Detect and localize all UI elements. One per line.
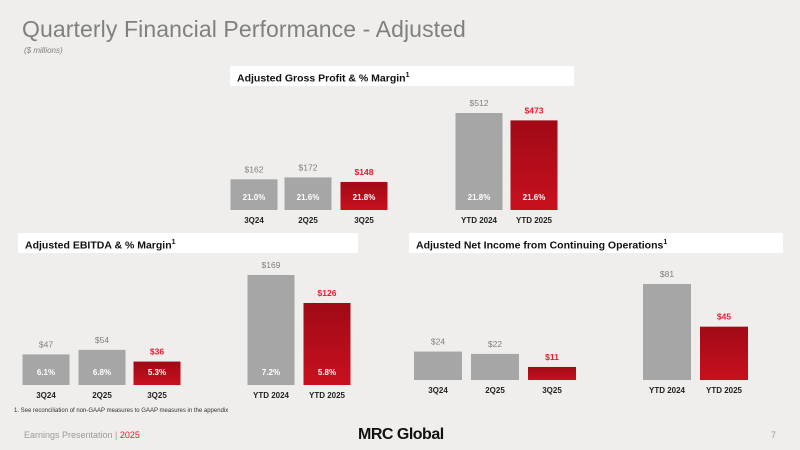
gross-profit-bar-1 (284, 177, 332, 210)
footer-year: 2025 (119, 430, 140, 440)
gross-profit-category-label-4: YTD 2025 (516, 216, 553, 225)
gross-profit-value-label-2: $148 (355, 167, 374, 177)
net-income-category-label-4: YTD 2025 (706, 386, 743, 395)
ebitda-category-label-1: 2Q25 (92, 391, 112, 400)
ebitda-margin-label-2: 5.3% (148, 368, 166, 377)
ebitda-category-label-4: YTD 2025 (309, 391, 346, 400)
net-income-category-label-0: 3Q24 (428, 386, 448, 395)
ebitda-bar-2 (133, 361, 181, 385)
gross-profit-value-label-3: $512 (470, 98, 489, 108)
gross-profit-margin-label-2: 21.8% (353, 193, 376, 202)
gross-profit-category-label-2: 3Q25 (354, 216, 374, 225)
ebitda-bar-0 (22, 354, 70, 385)
gross-profit-bar-0 (230, 179, 278, 210)
gross-profit-value-label-1: $172 (299, 162, 318, 172)
gross-profit-margin-label-0: 21.0% (243, 193, 266, 202)
ebitda-title-text: Adjusted EBITDA & % Margin (25, 239, 172, 252)
gross-profit-bar-4 (510, 120, 558, 210)
gross-profit-value-label-4: $473 (525, 105, 544, 115)
net-income-category-label-3: YTD 2024 (649, 386, 686, 395)
ebitda-margin-label-1: 6.8% (93, 368, 111, 377)
units-subtitle: ($ millions) (24, 46, 63, 55)
ebitda-title-sup: 1 (171, 239, 176, 246)
net-income-value-label-4: $45 (717, 312, 731, 322)
ebitda-bar-1 (78, 349, 126, 385)
ebitda-margin-label-3: 7.2% (262, 368, 280, 377)
gross-profit-bar-2 (340, 181, 388, 210)
net-income-bar-0 (414, 351, 462, 380)
gross-profit-title-text: Adjusted Gross Profit & % Margin (237, 72, 406, 85)
net-income-bar-3 (643, 284, 691, 380)
net-income-category-label-1: 2Q25 (485, 386, 505, 395)
gross-profit-category-label-0: 3Q24 (244, 216, 264, 225)
ebitda-value-label-3: $169 (262, 260, 281, 270)
gross-profit-margin-label-1: 21.6% (297, 193, 320, 202)
ebitda-category-label-3: YTD 2024 (253, 391, 290, 400)
gross-profit-category-label-3: YTD 2024 (461, 216, 498, 225)
ebitda-value-label-2: $36 (150, 347, 164, 357)
page-title: Quarterly Financial Performance - Adjust… (22, 16, 466, 42)
net-income-title-text: Adjusted Net Income from Continuing Oper… (416, 239, 664, 252)
net-income-value-label-0: $24 (431, 337, 445, 347)
mrc-global-logo: MRC Global (358, 426, 444, 443)
net-income-value-label-2: $11 (545, 352, 559, 362)
ebitda-value-label-0: $47 (39, 339, 53, 349)
gross-profit-margin-label-4: 21.6% (523, 193, 546, 202)
ebitda-category-label-0: 3Q24 (36, 391, 56, 400)
gross-profit-title: Adjusted Gross Profit & % Margin1 (230, 66, 574, 86)
ebitda-margin-label-4: 5.8% (318, 368, 336, 377)
ebitda-margin-label-0: 6.1% (37, 368, 55, 377)
ebitda-value-label-1: $54 (95, 335, 109, 345)
ebitda-category-label-2: 3Q25 (147, 391, 167, 400)
footer-label: Earnings Presentation | 2025 (24, 430, 140, 440)
ebitda-bar-3 (247, 275, 295, 385)
gross-profit-title-sup: 1 (405, 72, 410, 79)
footnote: 1. See reconciliation of non-GAAP measur… (14, 408, 229, 414)
gross-profit-bar-3 (455, 113, 503, 210)
ebitda-title: Adjusted EBITDA & % Margin1 (18, 233, 358, 253)
gross-profit-value-label-0: $162 (245, 164, 264, 174)
ebitda-value-label-4: $126 (318, 288, 337, 298)
footer-label-text: Earnings Presentation | (24, 430, 120, 440)
net-income-value-label-3: $81 (660, 269, 674, 279)
net-income-title: Adjusted Net Income from Continuing Oper… (409, 233, 783, 253)
net-income-category-label-2: 3Q25 (542, 386, 562, 395)
net-income-bar-1 (471, 353, 519, 380)
page-number: 7 (771, 430, 777, 440)
gross-profit-category-label-1: 2Q25 (298, 216, 318, 225)
gross-profit-margin-label-3: 21.8% (468, 193, 491, 202)
ebitda-bar-4 (303, 302, 351, 385)
net-income-value-label-1: $22 (488, 339, 502, 349)
net-income-bar-4 (700, 326, 748, 380)
net-income-title-sup: 1 (663, 239, 668, 246)
net-income-bar-2 (528, 366, 576, 380)
